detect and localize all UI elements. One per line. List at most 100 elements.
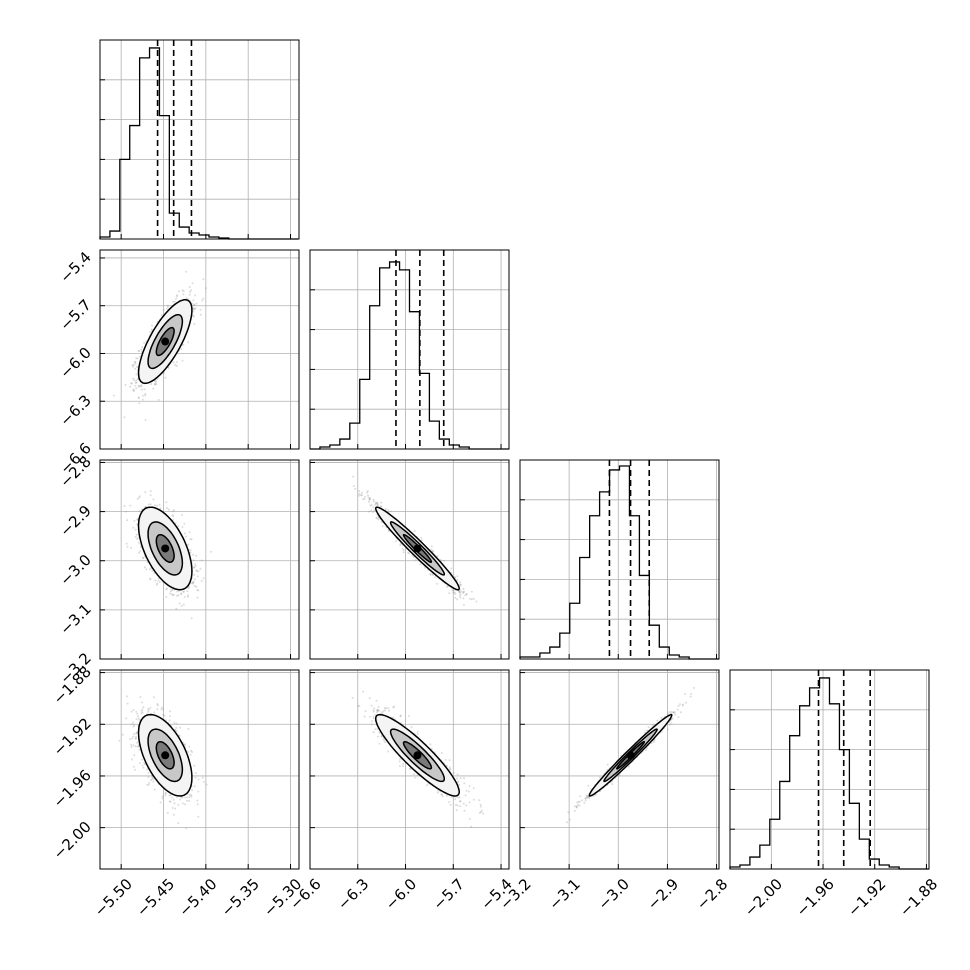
sample-point: [159, 507, 162, 510]
sample-point: [454, 596, 457, 599]
sample-point: [137, 397, 140, 400]
sample-point: [200, 579, 203, 582]
sample-point: [130, 382, 133, 385]
sample-point: [193, 785, 196, 788]
sample-point: [132, 735, 135, 738]
sample-point: [136, 518, 139, 521]
sample-point: [190, 289, 193, 292]
sample-point: [132, 388, 135, 391]
panel-frame: [519, 459, 720, 660]
sample-point: [184, 803, 186, 806]
sample-point: [186, 799, 189, 802]
panel-2-2: [519, 459, 720, 660]
sample-point: [188, 793, 191, 796]
sample-point: [131, 758, 134, 761]
sample-point: [145, 568, 148, 571]
sample-point: [180, 348, 183, 351]
sample-point: [186, 594, 189, 597]
sample-point: [196, 589, 199, 592]
sample-point: [157, 398, 160, 401]
sample-point: [133, 361, 136, 364]
sample-point: [458, 591, 461, 594]
sample-point: [148, 568, 151, 571]
sample-point: [144, 491, 147, 494]
sample-point: [192, 307, 195, 310]
sample-point: [399, 544, 402, 547]
sample-point: [171, 806, 174, 809]
sample-point: [147, 707, 150, 710]
sample-point: [135, 357, 138, 360]
sample-point: [176, 294, 179, 297]
sample-point: [379, 505, 382, 508]
sample-point: [185, 270, 188, 273]
sample-point: [132, 377, 135, 380]
sample-point: [204, 287, 207, 290]
sample-point: [168, 800, 171, 803]
sample-point: [184, 796, 187, 799]
sample-point: [182, 290, 185, 292]
sample-point: [149, 578, 152, 581]
sample-point: [175, 607, 178, 610]
sample-point: [147, 776, 150, 779]
sample-point: [195, 569, 198, 572]
sample-point: [129, 504, 132, 507]
density-peak: [161, 751, 170, 760]
panel-content: [352, 475, 478, 606]
sample-point: [190, 617, 193, 620]
sample-point: [132, 709, 135, 711]
sample-point: [135, 387, 138, 390]
sample-point: [173, 509, 175, 512]
sample-point: [137, 717, 140, 720]
sample-point: [137, 745, 140, 748]
sample-point: [188, 286, 191, 288]
sample-point: [191, 751, 194, 753]
sample-point: [377, 518, 380, 521]
sample-point: [151, 324, 153, 327]
sample-point: [193, 308, 196, 311]
sample-point: [142, 766, 145, 769]
sample-point: [191, 789, 194, 792]
sample-point: [199, 308, 202, 311]
sample-point: [190, 795, 193, 798]
sample-point: [130, 723, 133, 726]
sample-point: [164, 792, 167, 795]
sample-point: [147, 772, 150, 774]
sample-point: [140, 384, 143, 387]
sample-point: [187, 543, 190, 546]
sample-point: [189, 753, 192, 756]
density-peak: [161, 544, 170, 553]
sample-point: [180, 593, 183, 596]
sample-point: [354, 487, 357, 490]
sample-point: [155, 583, 158, 586]
sample-point: [181, 359, 184, 362]
histogram-step: [519, 465, 719, 660]
sample-point: [192, 310, 195, 313]
sample-point: [202, 297, 205, 300]
sample-point: [193, 304, 196, 306]
sample-point: [142, 398, 144, 401]
panel-0-0: [99, 39, 300, 240]
sample-point: [125, 717, 128, 720]
sample-point: [182, 343, 185, 346]
sample-point: [126, 702, 129, 705]
sample-point: [181, 289, 184, 292]
panel-3-3: [729, 669, 930, 870]
sample-point: [137, 541, 140, 544]
sample-point: [132, 725, 135, 728]
sample-point: [181, 525, 184, 528]
sample-point: [193, 585, 196, 588]
sample-point: [181, 513, 183, 516]
sample-point: [138, 748, 141, 751]
sample-point: [171, 796, 173, 799]
sample-point: [459, 581, 462, 584]
sample-point: [175, 297, 177, 300]
sample-point: [201, 776, 204, 779]
sample-point: [182, 603, 185, 606]
sample-point: [424, 566, 427, 569]
sample-point: [126, 519, 129, 522]
sample-point: [176, 590, 179, 593]
sample-point: [195, 570, 198, 572]
sample-point: [126, 695, 128, 698]
panel-3-0: [99, 669, 300, 870]
sample-point: [173, 300, 176, 303]
